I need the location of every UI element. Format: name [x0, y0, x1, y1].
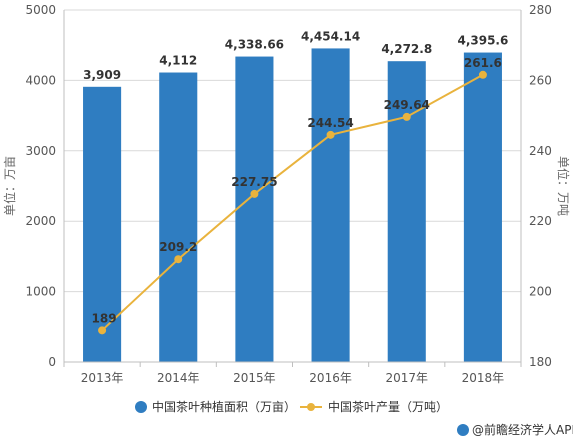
y-right-tick-label: 200: [529, 285, 552, 299]
x-tick-label: 2013年: [81, 371, 124, 385]
bar: [463, 52, 502, 363]
y-left-tick-label: 5000: [25, 3, 56, 17]
y-right-tick-label: 280: [529, 3, 552, 17]
bar: [83, 86, 122, 362]
y-right-tick-label: 180: [529, 355, 552, 369]
series-line: [101, 73, 484, 332]
axis-layer: 0 1000 2000 3000 4000 5000 180 200 220 240 260 280 2…: [25, 3, 551, 385]
bar-value-label: 4,454.14: [301, 29, 360, 43]
line-point: [402, 112, 411, 121]
bar: [387, 61, 426, 362]
legend-bar-swatch: [135, 401, 147, 413]
bar: [311, 48, 350, 363]
y-left-tick-label: 4000: [25, 73, 56, 87]
x-tick-label: 2017年: [385, 371, 428, 385]
y-left-tick-label: 2000: [25, 214, 56, 228]
bar-value-label: 4,112: [159, 54, 197, 68]
bar-layer: [83, 48, 502, 363]
y-right-tick-label: 220: [529, 214, 552, 228]
line-value-label: 249.64: [384, 98, 430, 112]
bar-value-label: 3,909: [83, 68, 121, 82]
bar: [159, 72, 198, 362]
x-tick-label: 2016年: [309, 371, 352, 385]
line-point: [250, 189, 259, 198]
line-value-label: 261.6: [464, 56, 502, 70]
brand-logo-icon: [457, 424, 469, 436]
y-axis-right-title: 单位：万吨: [556, 156, 571, 216]
y-left-tick-label: 0: [48, 355, 56, 369]
bar-value-label: 4,272.8: [381, 42, 432, 56]
legend-bar-label: 中国茶叶种植面积（万亩）: [152, 399, 296, 414]
line-layer: [98, 70, 487, 335]
legend-line-marker: [307, 403, 315, 411]
x-tick-label: 2018年: [462, 371, 505, 385]
line-point: [478, 70, 487, 79]
line-point: [326, 130, 335, 139]
legend: 中国茶叶种植面积（万亩） 中国茶叶产量（万吨）: [135, 399, 448, 414]
grid-layer: [64, 9, 521, 293]
label-layer: 3,909 4,112 4,338.66 4,454.14 4,272.8 4,395.6…: [83, 29, 508, 325]
line-point: [98, 326, 107, 335]
footer-source: @前瞻经济学人APP: [457, 422, 573, 437]
legend-line-label: 中国茶叶产量（万吨）: [328, 399, 448, 414]
line-value-label: 209.2: [159, 240, 197, 254]
bar-value-label: 4,338.66: [225, 38, 284, 52]
source-text: @前瞻经济学人APP: [472, 422, 573, 437]
line-value-label: 227.75: [231, 175, 277, 189]
y-right-tick-label: 260: [529, 73, 552, 87]
x-tick-label: 2014年: [157, 371, 200, 385]
y-axis-left-title: 单位：万亩: [2, 156, 17, 216]
line-value-label: 189: [92, 311, 117, 325]
y-left-tick-label: 1000: [25, 285, 56, 299]
bar: [235, 56, 274, 362]
y-right-tick-label: 240: [529, 144, 552, 158]
y-left-tick-label: 3000: [25, 144, 56, 158]
bar-value-label: 4,395.6: [457, 34, 508, 48]
line-value-label: 244.54: [307, 116, 353, 130]
line-point: [174, 255, 183, 264]
x-tick-label: 2015年: [233, 371, 276, 385]
